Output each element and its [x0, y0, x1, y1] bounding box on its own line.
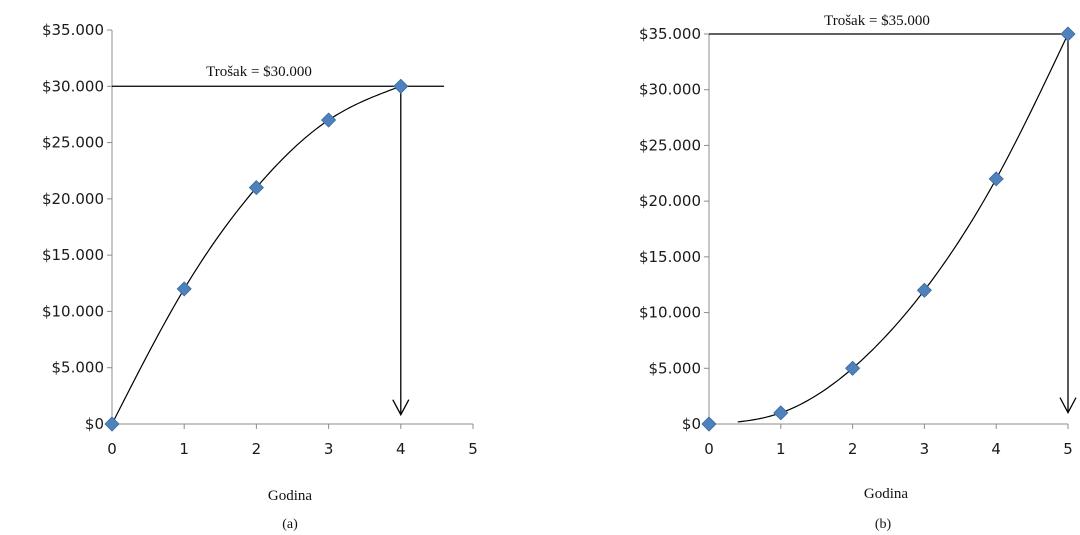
data-point [845, 360, 861, 376]
data-point [104, 416, 120, 432]
chart-b-cost-annotation: Trošak = $35.000 [824, 13, 930, 29]
chart-b-xlabel: Godina [864, 486, 909, 502]
data-point [773, 405, 789, 421]
y-tick-label: $15.000 [639, 248, 701, 266]
y-tick-label: $0 [85, 415, 104, 433]
data-point [248, 180, 264, 196]
chart-a-caption: (a) [282, 517, 298, 532]
data-point [321, 112, 337, 128]
y-tick-label: $5.000 [52, 359, 105, 377]
x-tick-label: 3 [324, 440, 334, 458]
trend-curve [111, 85, 402, 425]
y-tick-label: $0 [682, 415, 701, 433]
x-tick-label: 4 [991, 440, 1001, 458]
chart-b: $0 $5.000 $10.000 $15.000 $20.000 $25.000 $30.… [639, 13, 1077, 532]
x-tick-label: 2 [848, 440, 858, 458]
chart-a: $0 $5.000 $10.000 $15.000 $20.000 $25.000 $30.… [42, 21, 478, 532]
x-tick-label: 2 [252, 440, 262, 458]
x-tick-label: 4 [396, 440, 406, 458]
y-tick-label: $30.000 [639, 81, 701, 99]
y-tick-label: $10.000 [639, 304, 701, 322]
chart-a-cost-annotation: Trošak = $30.000 [206, 64, 312, 80]
y-tick-label: $15.000 [42, 246, 104, 264]
y-tick-label: $5.000 [649, 359, 702, 377]
data-point [393, 78, 409, 94]
x-tick-label: 0 [704, 440, 714, 458]
y-tick-label: $35.000 [639, 25, 701, 43]
y-tick-label: $25.000 [42, 134, 104, 152]
x-tick-label: 3 [920, 440, 930, 458]
data-point [1060, 26, 1076, 42]
y-tick-label: $20.000 [639, 192, 701, 210]
arrow-head [392, 399, 410, 417]
chart-b-caption: (b) [875, 517, 892, 532]
data-point [988, 171, 1004, 187]
y-tick-label: $35.000 [42, 21, 104, 39]
y-tick-label: $20.000 [42, 190, 104, 208]
y-tick-label: $30.000 [42, 77, 104, 95]
x-tick-label: 1 [776, 440, 786, 458]
x-tick-label: 5 [1063, 440, 1073, 458]
data-point [701, 416, 717, 432]
x-tick-label: 1 [179, 440, 189, 458]
y-tick-label: $10.000 [42, 302, 104, 320]
x-tick-label: 0 [107, 440, 117, 458]
data-point [176, 281, 192, 297]
y-tick-label: $25.000 [639, 136, 701, 154]
chart-a-xlabel: Godina [268, 488, 313, 504]
arrow-head [1059, 397, 1077, 415]
data-point [916, 282, 932, 298]
trend-curve [737, 33, 1069, 423]
x-tick-label: 5 [468, 440, 478, 458]
